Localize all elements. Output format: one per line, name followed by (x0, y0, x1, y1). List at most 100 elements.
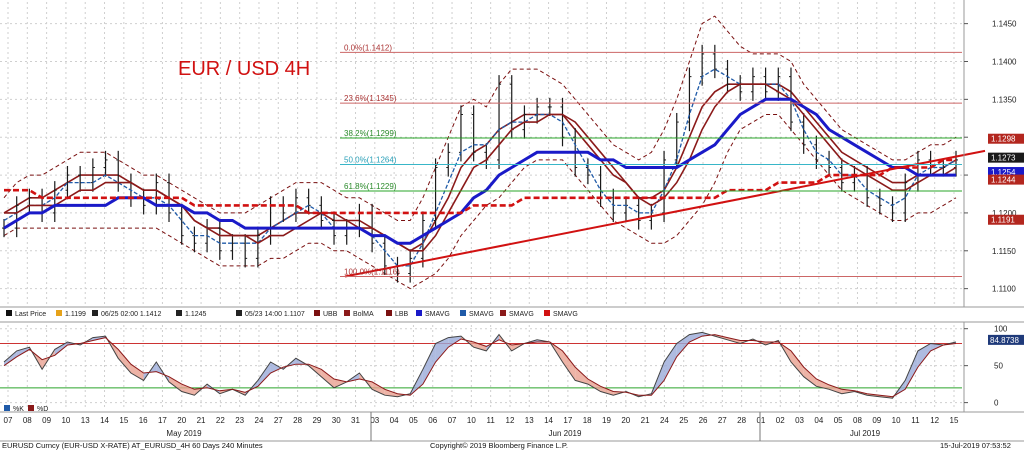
fib-labels: 0.0%(1.1412) 23.6%(1.1345) 38.2%(1.1299) 50… (340, 43, 962, 278)
series-smavg-slow (3, 97, 956, 245)
chart-title: EUR / USD 4H (178, 58, 310, 80)
legend-label: 1.1245 (185, 311, 207, 318)
price-tag-label: 1.1254 (991, 168, 1016, 177)
x-tick-label: 01 (756, 416, 765, 425)
osc-fill (118, 349, 131, 374)
osc-fill (372, 381, 385, 396)
x-tick-label: 24 (660, 416, 669, 425)
x-tick-label: 27 (718, 416, 727, 425)
osc-fill (676, 334, 690, 357)
series-smavg-fast (3, 68, 957, 267)
osc-fill (321, 369, 335, 388)
trendline (344, 149, 986, 278)
legend-label: SMAVG (509, 311, 534, 318)
x-tick-label: 02 (776, 416, 785, 425)
osc-fill (790, 350, 804, 377)
x-tick-label: 17 (158, 416, 167, 425)
fib-label: 50.0%(1.1264) (344, 155, 397, 164)
x-tick-label: 28 (293, 416, 302, 425)
square-icon (416, 310, 422, 316)
y-tick-label: 100 (994, 325, 1008, 334)
x-tick-label: 05 (834, 416, 843, 425)
x-tick-label: 03 (795, 416, 804, 425)
square-icon (314, 310, 320, 316)
osc-fill (169, 376, 182, 392)
x-tick-label: 13 (525, 416, 534, 425)
square-icon (544, 310, 550, 316)
x-tick-label: 10 (467, 416, 476, 425)
x-tick-label: 11 (486, 416, 495, 425)
series-bolma (3, 83, 957, 252)
series-k (3, 331, 957, 399)
x-tick-label: 15 (950, 416, 959, 425)
osc-fill (473, 342, 487, 351)
square-icon (28, 405, 34, 411)
series-lbb (3, 114, 957, 290)
x-tick-label: 26 (699, 416, 708, 425)
osc-tag (988, 334, 1024, 345)
y-tick-label: 1.1400 (992, 57, 1017, 66)
x-tick-label: 06 (428, 416, 437, 425)
y-tick-label: 1.1350 (992, 95, 1017, 104)
x-tick-label: 15 (119, 416, 128, 425)
legend-label: UBB (323, 311, 338, 318)
legend-oscillator: %K %D (4, 405, 48, 413)
osc-fill (448, 336, 461, 348)
osc-fill (664, 343, 677, 381)
x-tick-label: 08 (23, 416, 32, 425)
main-grid (0, 2, 962, 306)
square-icon (500, 310, 506, 316)
x-tick-label: 21 (197, 416, 206, 425)
osc-fill (727, 337, 741, 344)
x-tick-label: 07 (4, 416, 13, 425)
price-tag-label: 1.1244 (991, 176, 1016, 185)
legend-label: 1.1199 (65, 311, 86, 318)
square-icon (386, 310, 392, 316)
legend-label: SMAVG (425, 311, 450, 318)
plus-icon (176, 310, 182, 316)
x-tick-label: 08 (853, 416, 862, 425)
x-tick-label: 04 (814, 416, 823, 425)
fib-label: 23.6%(1.1345) (344, 94, 397, 103)
main-series (2, 15, 986, 290)
x-tick-label: 27 (274, 416, 283, 425)
x-tick-label: 29 (312, 416, 321, 425)
osc-fill (803, 367, 817, 387)
x-tick-label: 12 (506, 416, 515, 425)
x-tick-label: 20 (621, 416, 630, 425)
square-icon (56, 310, 62, 316)
y-tick-label: 1.1450 (992, 20, 1017, 29)
osc-fill (587, 378, 601, 392)
legend-label: 05/23 14:00 1.1107 (245, 311, 305, 318)
price-tag (988, 174, 1024, 185)
x-tick-label: 13 (81, 416, 90, 425)
x-tick-label: 28 (737, 416, 746, 425)
osc-fill (54, 342, 68, 356)
x-tick-label: 14 (544, 416, 553, 425)
legend-label: LBB (395, 311, 409, 318)
square-icon (460, 310, 466, 316)
x-tick-label: 25 (679, 416, 688, 425)
up-arrow-icon (92, 310, 98, 316)
y-tick-label: 1.1150 (992, 247, 1016, 256)
footer-center: Copyright© 2019 Bloomberg Finance L.P. (430, 441, 568, 450)
osc-fill (384, 389, 398, 397)
y-tick-label: 50 (994, 362, 1003, 371)
osc-tag-label: 84.8738 (990, 336, 1019, 345)
x-tick-label: 09 (872, 416, 881, 425)
x-tick-label: 24 (255, 416, 264, 425)
x-month-label: May 2019 (166, 429, 202, 438)
down-arrow-icon (236, 310, 242, 316)
legend-label: SMAVG (469, 311, 494, 318)
osc-fill (905, 350, 918, 390)
y-tick-label: 1.1200 (992, 209, 1017, 218)
x-tick-label: 30 (332, 416, 341, 425)
fib-label: 38.2%(1.1299) (344, 129, 397, 138)
price-tag (988, 167, 1024, 178)
osc-fill (600, 386, 614, 396)
legend-label: SMAVG (553, 311, 578, 318)
series-d (3, 334, 957, 398)
x-tick-label: 09 (42, 416, 51, 425)
oscillator-series (0, 331, 962, 399)
